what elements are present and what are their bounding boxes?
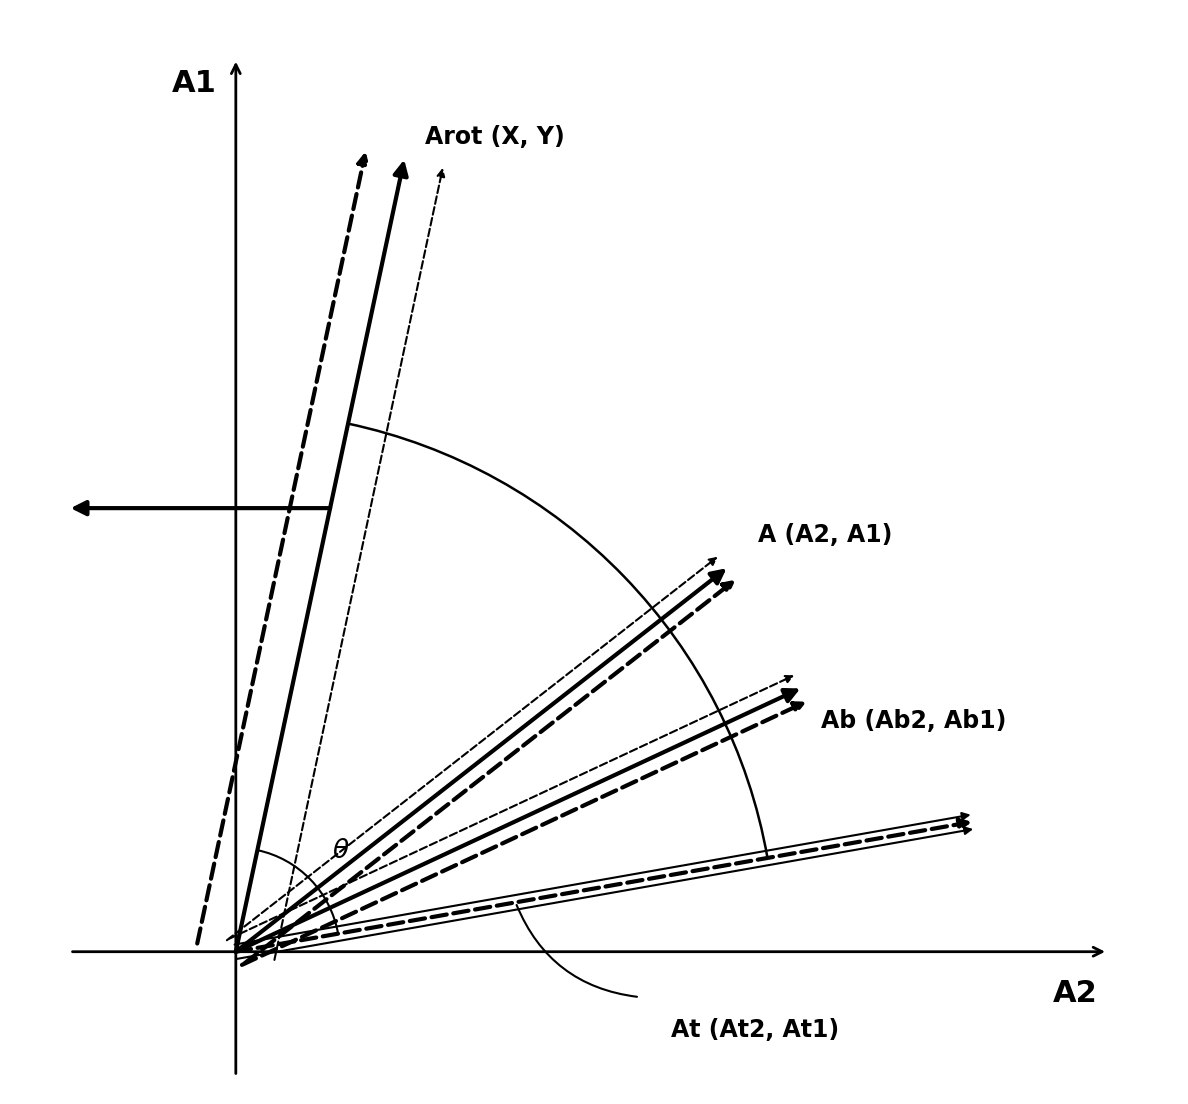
Text: A (A2, A1): A (A2, A1): [758, 523, 892, 548]
Text: A2: A2: [1053, 979, 1098, 1008]
Text: A1: A1: [172, 70, 216, 98]
Text: At (At2, At1): At (At2, At1): [671, 1018, 839, 1042]
Text: Ab (Ab2, Ab1): Ab (Ab2, Ab1): [821, 709, 1006, 733]
Text: Arot (X, Y): Arot (X, Y): [425, 125, 564, 149]
Text: θ: θ: [333, 838, 348, 863]
